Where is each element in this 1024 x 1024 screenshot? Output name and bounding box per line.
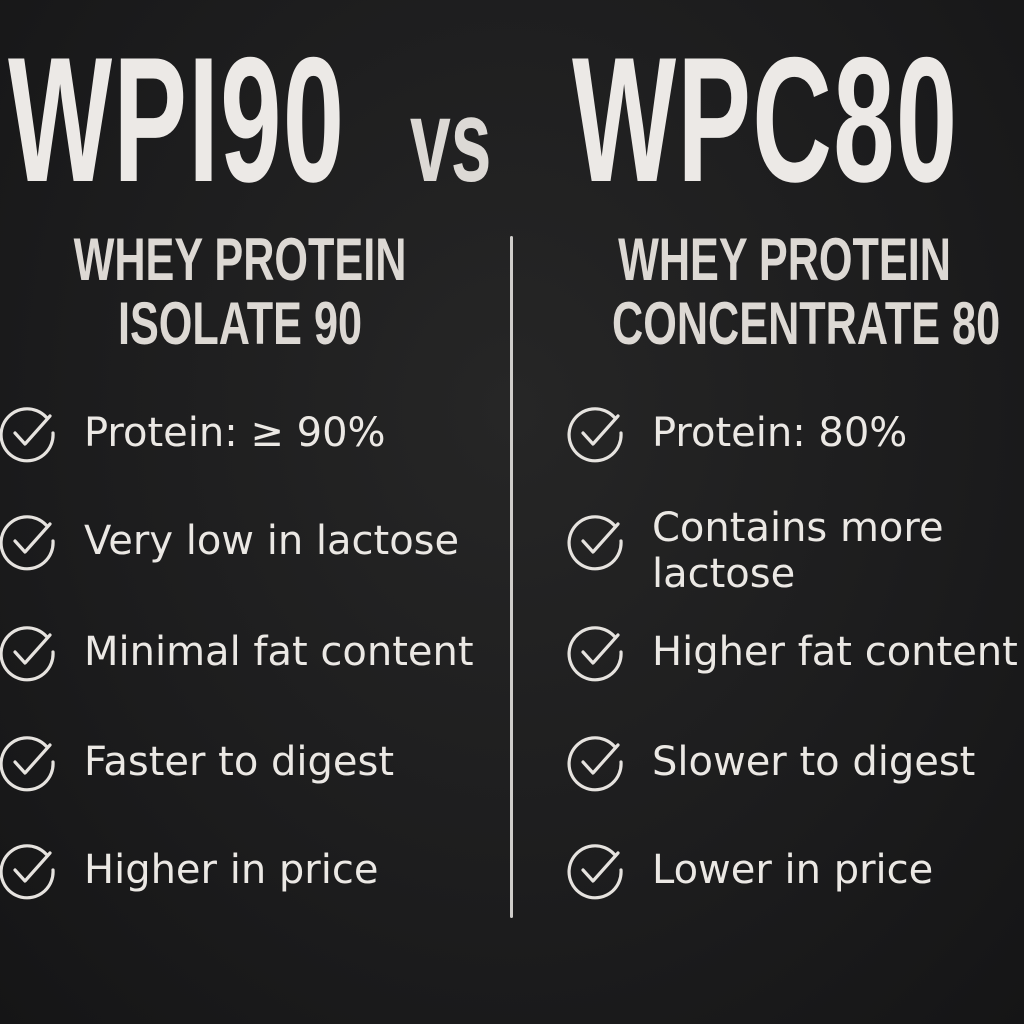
check-circle-icon [0, 626, 55, 682]
check-circle-icon [567, 407, 623, 463]
list-item: Higher in price [0, 840, 378, 900]
list-item: Slower to digest [566, 732, 975, 792]
list-item: Very low in lactose [0, 511, 459, 571]
column-divider [510, 236, 513, 918]
check-circle-icon [567, 844, 623, 900]
check-circle-icon [0, 736, 55, 792]
heading-line-2: ISOLATE 90 [117, 290, 363, 357]
list-item: Lower in price [566, 840, 933, 900]
list-item: Protein: 80% [566, 403, 907, 463]
check-circle-icon [567, 626, 623, 682]
column-concentrate: WHEY PROTEIN CONCENTRATE 80 [515, 228, 1024, 356]
column-isolate: WHEY PROTEIN ISOLATE 90 [0, 228, 510, 356]
item-label: Faster to digest [84, 739, 395, 785]
list-item: Contains more lactose [566, 505, 944, 597]
list-item: Protein: ≥ 90% [0, 403, 386, 463]
item-label-line-1: Contains more [652, 505, 944, 551]
item-label: Protein: 80% [652, 410, 908, 456]
check-circle-icon [567, 515, 623, 571]
page-title: WPI90 vs WPC80 [0, 20, 1024, 219]
check-circle-icon [0, 844, 55, 900]
item-label: Higher in price [84, 847, 379, 893]
item-label: Minimal fat content [84, 629, 474, 675]
item-label: Slower to digest [652, 739, 976, 785]
heading-line-1: WHEY PROTEIN [618, 226, 951, 293]
check-circle-icon [0, 407, 55, 463]
heading-line-2: CONCENTRATE 80 [612, 290, 1001, 357]
check-circle-icon [567, 736, 623, 792]
item-label: Protein: ≥ 90% [84, 410, 386, 456]
item-label: Lower in price [652, 847, 934, 893]
title-vs: vs [410, 75, 492, 207]
heading-line-1: WHEY PROTEIN [73, 226, 407, 293]
column-heading: WHEY PROTEIN CONCENTRATE 80 [545, 228, 1024, 356]
list-item: Minimal fat content [0, 622, 474, 682]
item-label-line-2: lactose [652, 551, 796, 597]
item-label: Higher fat content [652, 629, 1018, 675]
list-item: Faster to digest [0, 732, 394, 792]
list-item: Higher fat content [566, 622, 1018, 682]
check-circle-icon [0, 515, 55, 571]
item-label: Contains more lactose [652, 505, 944, 597]
column-heading: WHEY PROTEIN ISOLATE 90 [0, 228, 510, 356]
item-label: Very low in lactose [84, 518, 460, 564]
title-left: WPI90 [8, 20, 346, 219]
title-right: WPC80 [572, 20, 959, 219]
